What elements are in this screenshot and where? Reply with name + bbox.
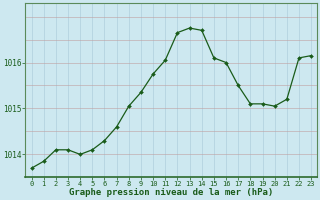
X-axis label: Graphe pression niveau de la mer (hPa): Graphe pression niveau de la mer (hPa) [69, 188, 274, 197]
